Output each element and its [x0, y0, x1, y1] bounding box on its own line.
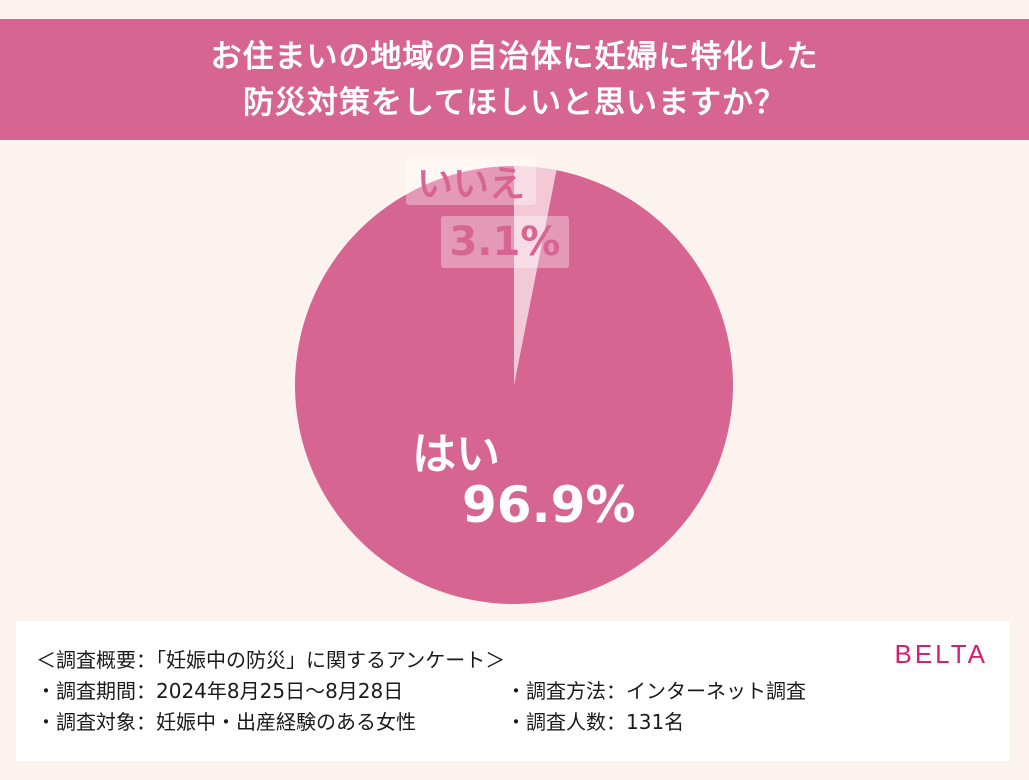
- slice-label-no: いいえ: [406, 157, 536, 205]
- slice-label-yes: はい: [412, 429, 500, 480]
- slice-value-no: 3.1%: [441, 216, 569, 268]
- survey-count: ・調査人数：131名: [506, 710, 685, 734]
- chart-title-banner: お住まいの地域の自治体に妊婦に特化した 防災対策をしてほしいと思いますか？: [0, 19, 1029, 140]
- survey-title: ＜調査概要：「妊娠中の防災」に関するアンケート＞: [36, 648, 506, 672]
- pie-slice-no: [514, 166, 557, 385]
- pie-chart: いいえ 3.1% はい 96.9%: [0, 140, 1029, 620]
- survey-info-box: BELTA ＜調査概要：「妊娠中の防災」に関するアンケート＞ ・調査期間：202…: [16, 621, 1010, 761]
- title-line-1: お住まいの地域の自治体に妊婦に特化した: [210, 38, 819, 75]
- survey-target: ・調査対象：妊娠中・出産経験のある女性: [36, 710, 416, 734]
- survey-method: ・調査方法：インターネット調査: [506, 679, 806, 703]
- survey-period: ・調査期間：2024年8月25日～8月28日: [36, 679, 404, 703]
- slice-value-yes: 96.9%: [462, 476, 636, 534]
- pie-svg: [294, 166, 733, 604]
- title-line-2: 防災対策をしてほしいと思いますか？: [242, 84, 787, 121]
- brand-logo: BELTA: [894, 639, 988, 669]
